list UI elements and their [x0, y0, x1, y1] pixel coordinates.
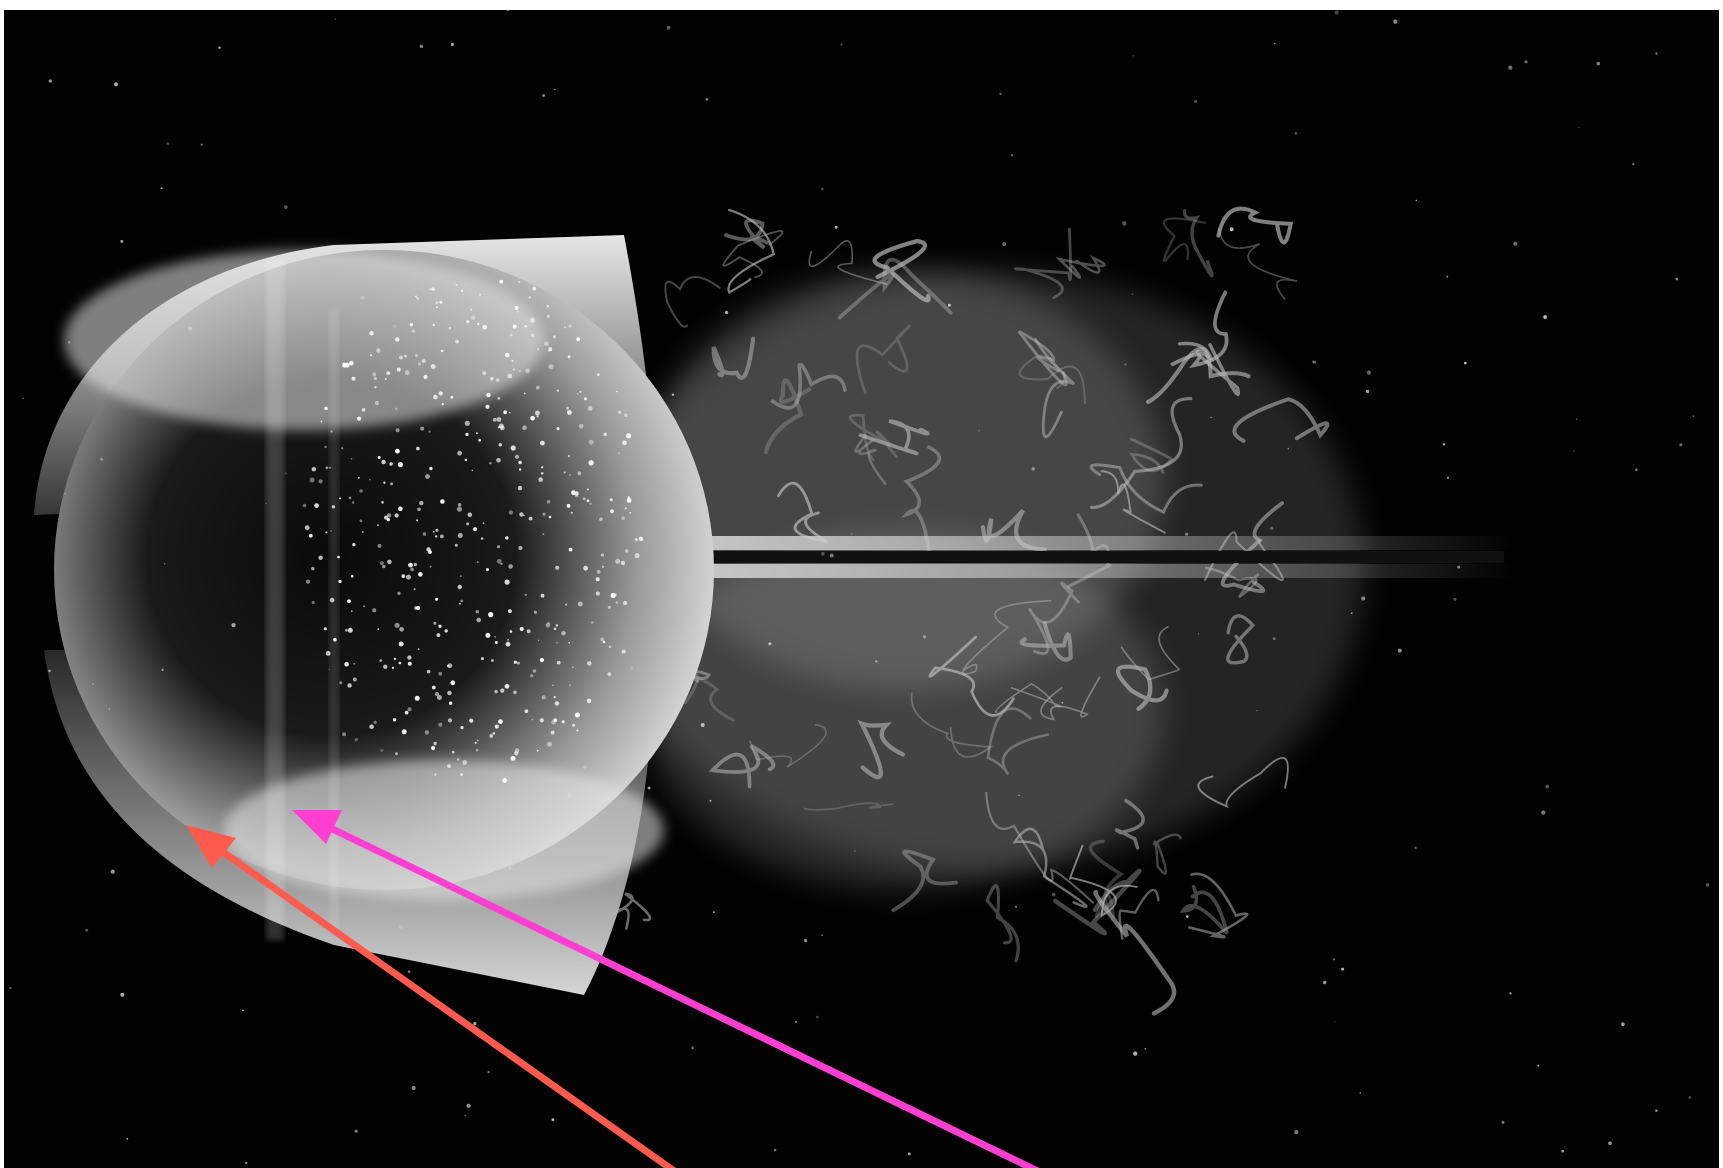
- sphere: [54, 250, 714, 940]
- sting-rod: [644, 536, 1514, 578]
- red-arrow: [186, 825, 676, 1168]
- annotation-arrows: [186, 810, 1040, 1168]
- photo-frame: [4, 10, 1719, 1168]
- sphere-wake-photo: [4, 10, 1719, 1168]
- magenta-arrow: [292, 810, 1040, 1168]
- surface-bubbles: [304, 279, 644, 783]
- particles: [9, 10, 1710, 1165]
